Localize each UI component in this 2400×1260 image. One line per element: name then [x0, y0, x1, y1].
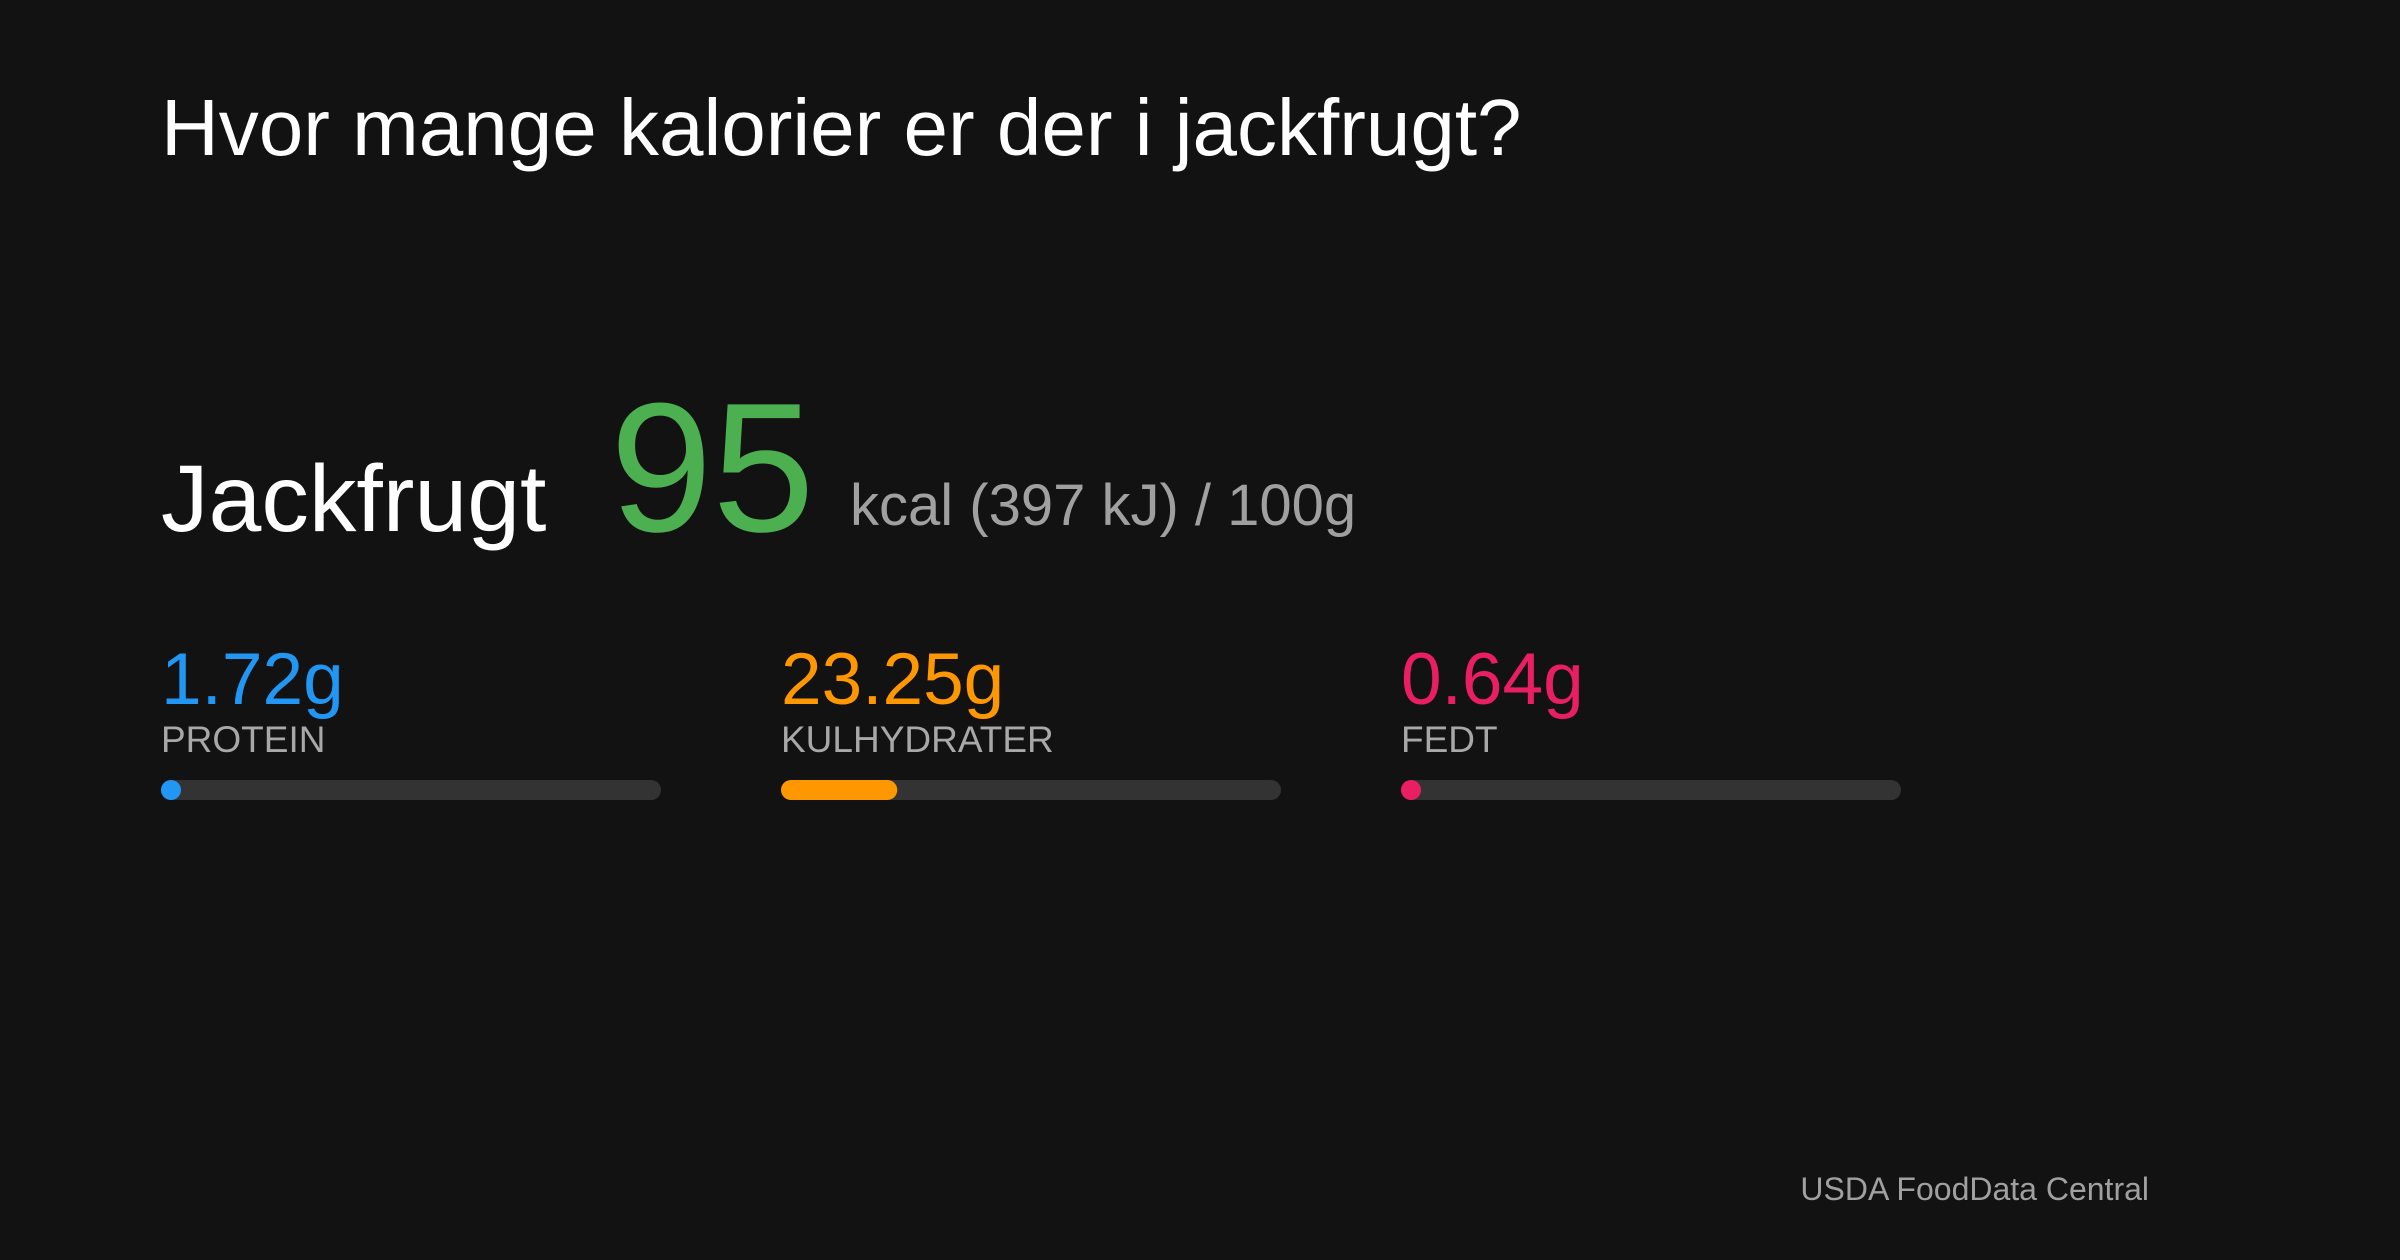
macro-value: 1.72g [161, 639, 344, 720]
serving-unit: g [1324, 473, 1356, 538]
macro-bar [1401, 780, 1421, 800]
source: USDA FoodData Central [1800, 1171, 2149, 1207]
macro-bar [781, 780, 898, 800]
energy-unit: kcal (397 kJ) / 100g [850, 473, 1356, 538]
macro-bar [161, 780, 181, 800]
macro-value: 23.25g [781, 639, 1004, 720]
macro-label: PROTEIN [161, 719, 325, 760]
macro-track [1401, 780, 1901, 800]
macro-label: FEDT [1401, 719, 1498, 760]
macro-track [781, 780, 1281, 800]
serving: 100 [1227, 473, 1324, 538]
food-name: Jackfrugt [161, 446, 546, 552]
kcal-value: 95 [610, 364, 815, 570]
title: Hvor mange kalorier er der i jackfrugt? [161, 83, 1522, 172]
unit-text: kcal (397 kJ) / [850, 473, 1227, 538]
macro-value: 0.64g [1401, 639, 1584, 720]
macro-label: KULHYDRATER [781, 719, 1054, 760]
macro-track [161, 780, 661, 800]
